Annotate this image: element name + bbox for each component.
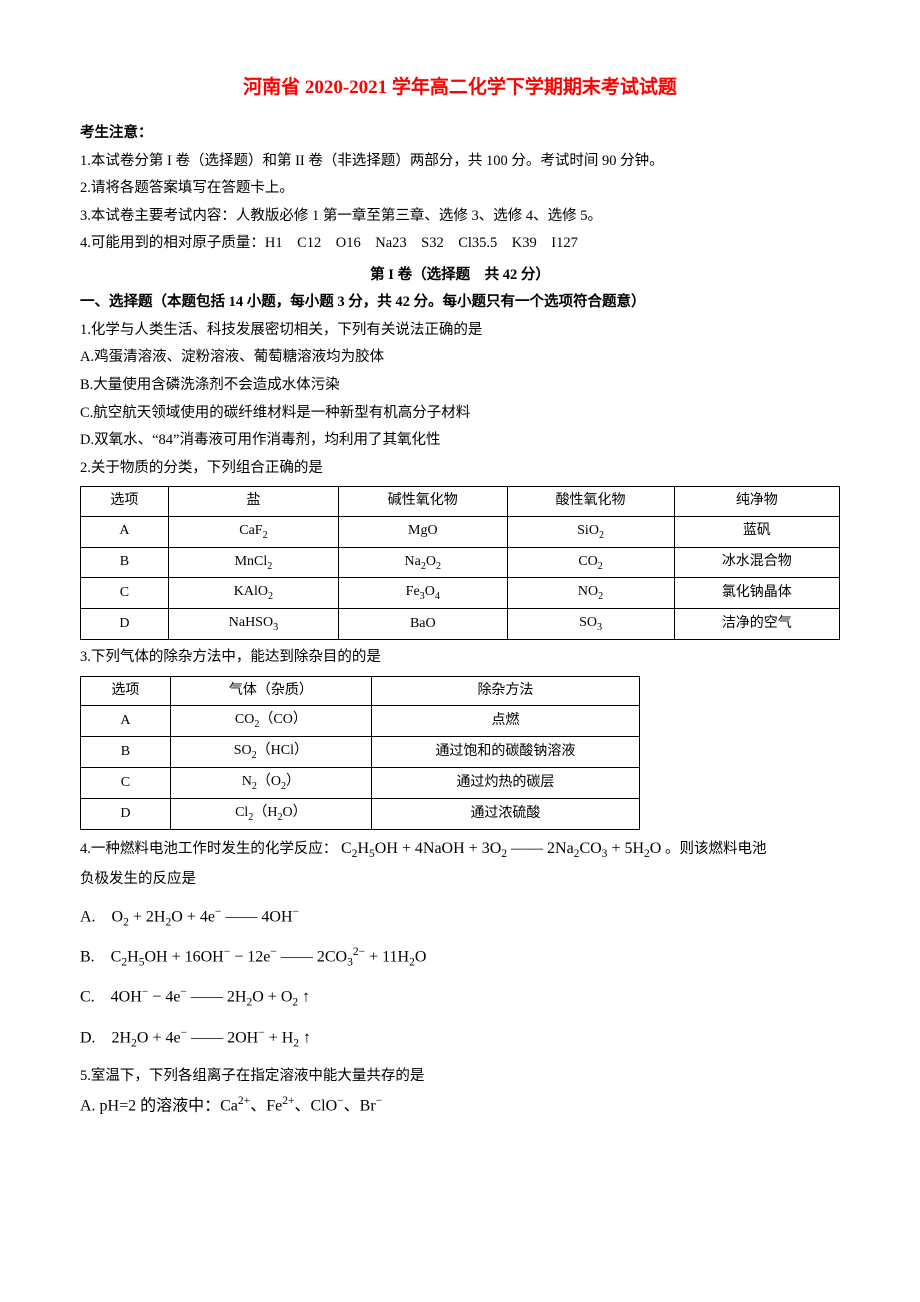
th: 选项 — [81, 676, 171, 705]
th: 碱性氧化物 — [339, 487, 507, 516]
notice-line: 2.请将各题答案填写在答题卡上。 — [80, 175, 840, 203]
q5-optA: A. pH=2 的溶液中：Ca2+、Fe2+、ClO−、Br− — [80, 1091, 840, 1122]
q4-post: 。则该燃料电池 — [665, 841, 767, 857]
table-row: ACaF2MgOSiO2蓝矾 — [81, 516, 840, 547]
q1-optA: A.鸡蛋清溶液、淀粉溶液、葡萄糖溶液均为胶体 — [80, 344, 840, 372]
notice-line: 1.本试卷分第 I 卷（选择题）和第 II 卷（非选择题）两部分，共 100 分… — [80, 148, 840, 176]
table-header-row: 选项 气体（杂质） 除杂方法 — [81, 676, 640, 705]
q1-optB: B.大量使用含磷洗涤剂不会造成水体污染 — [80, 372, 840, 400]
table-row: BMnCl2Na2O2CO2冰水混合物 — [81, 547, 840, 578]
th: 纯净物 — [674, 487, 839, 516]
notice-line: 4.可能用到的相对原子质量：H1 C12 O16 Na23 S32 Cl35.5… — [80, 230, 840, 258]
th: 除杂方法 — [371, 676, 639, 705]
q4-stem-line1: 4.一种燃料电池工作时发生的化学反应： C2H5OH + 4NaOH + 3O2… — [80, 834, 840, 866]
th: 酸性氧化物 — [507, 487, 674, 516]
page-title: 河南省 2020-2021 学年高二化学下学期期末考试试题 — [80, 70, 840, 106]
table-row: CKAlO2Fe3O4NO2氯化钠晶体 — [81, 578, 840, 609]
th: 气体（杂质） — [170, 676, 371, 705]
q1-optC: C.航空航天领域使用的碳纤维材料是一种新型有机高分子材料 — [80, 400, 840, 428]
q4-optB: B. C2H5OH + 16OH− − 12e− —— 2CO32− + 11H… — [80, 942, 840, 974]
q4-optD: D. 2H2O + 4e− —— 2OH− + H2 ↑ — [80, 1023, 840, 1055]
th: 选项 — [81, 487, 169, 516]
q4-optC: C. 4OH− − 4e− —— 2H2O + O2 ↑ — [80, 982, 840, 1014]
q4-optA: A. O2 + 2H2O + 4e− —— 4OH− — [80, 902, 840, 934]
table-header-row: 选项 盐 碱性氧化物 酸性氧化物 纯净物 — [81, 487, 840, 516]
q2-table: 选项 盐 碱性氧化物 酸性氧化物 纯净物 ACaF2MgOSiO2蓝矾 BMnC… — [80, 486, 840, 640]
q4-stem-line2: 负极发生的反应是 — [80, 866, 840, 894]
table-row: BSO2（HCl）通过饱和的碳酸钠溶液 — [81, 737, 640, 768]
q5-stem: 5.室温下，下列各组离子在指定溶液中能大量共存的是 — [80, 1063, 840, 1091]
table-row: DNaHSO3BaOSO3洁净的空气 — [81, 609, 840, 640]
th: 盐 — [168, 487, 338, 516]
table-row: CN2（O2）通过灼热的碳层 — [81, 768, 640, 799]
notice-header: 考生注意： — [80, 120, 840, 148]
exam-page: 河南省 2020-2021 学年高二化学下学期期末考试试题 考生注意： 1.本试… — [0, 0, 920, 1161]
q4-pre: 4.一种燃料电池工作时发生的化学反应： — [80, 841, 337, 857]
q3-table: 选项 气体（杂质） 除杂方法 ACO2（CO）点燃 BSO2（HCl）通过饱和的… — [80, 676, 640, 830]
q4-equation: C2H5OH + 4NaOH + 3O2 —— 2Na2CO3 + 5H2O — [341, 840, 661, 857]
table-row: DCl2（H2O）通过浓硫酸 — [81, 798, 640, 829]
q2-stem: 2.关于物质的分类，下列组合正确的是 — [80, 455, 840, 483]
section1-title: 一、选择题（本题包括 14 小题，每小题 3 分，共 42 分。每小题只有一个选… — [80, 289, 840, 317]
table-row: ACO2（CO）点燃 — [81, 706, 640, 737]
notice-line: 3.本试卷主要考试内容：人教版必修 1 第一章至第三章、选修 3、选修 4、选修… — [80, 203, 840, 231]
part1-title: 第 I 卷（选择题 共 42 分） — [80, 262, 840, 290]
q1-stem: 1.化学与人类生活、科技发展密切相关，下列有关说法正确的是 — [80, 317, 840, 345]
q1-optD: D.双氧水、“84”消毒液可用作消毒剂，均利用了其氧化性 — [80, 427, 840, 455]
q3-stem: 3.下列气体的除杂方法中，能达到除杂目的的是 — [80, 644, 840, 672]
